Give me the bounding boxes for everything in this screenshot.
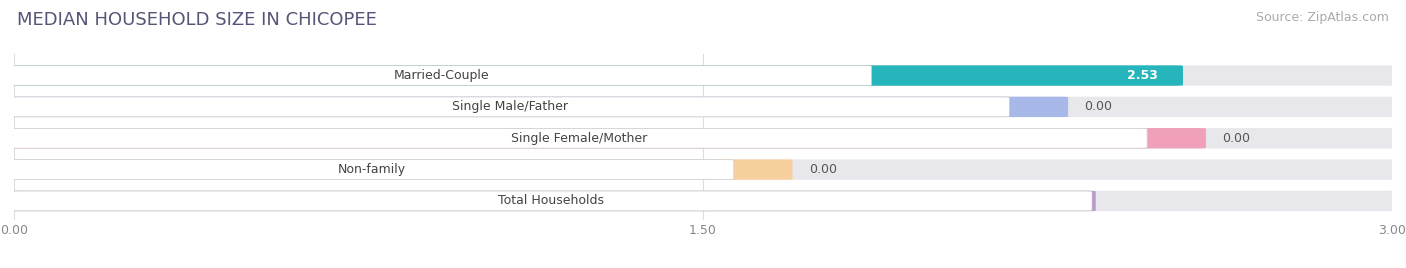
FancyBboxPatch shape <box>7 65 1399 86</box>
FancyBboxPatch shape <box>11 191 1092 211</box>
Text: Single Female/Mother: Single Female/Mother <box>510 132 647 145</box>
Text: 0.00: 0.00 <box>808 163 837 176</box>
FancyBboxPatch shape <box>7 191 1095 211</box>
FancyBboxPatch shape <box>11 66 872 85</box>
Text: MEDIAN HOUSEHOLD SIZE IN CHICOPEE: MEDIAN HOUSEHOLD SIZE IN CHICOPEE <box>17 11 377 29</box>
FancyBboxPatch shape <box>11 128 1147 148</box>
Text: Married-Couple: Married-Couple <box>394 69 489 82</box>
FancyBboxPatch shape <box>7 128 1399 148</box>
FancyBboxPatch shape <box>7 159 793 180</box>
Text: Source: ZipAtlas.com: Source: ZipAtlas.com <box>1256 11 1389 24</box>
Text: 0.00: 0.00 <box>1222 132 1250 145</box>
Text: Single Male/Father: Single Male/Father <box>453 100 568 113</box>
Text: 2.53: 2.53 <box>1126 69 1157 82</box>
FancyBboxPatch shape <box>7 97 1399 117</box>
FancyBboxPatch shape <box>7 97 1069 117</box>
FancyBboxPatch shape <box>11 160 734 180</box>
FancyBboxPatch shape <box>11 97 1010 117</box>
FancyBboxPatch shape <box>7 159 1399 180</box>
FancyBboxPatch shape <box>7 65 1182 86</box>
FancyBboxPatch shape <box>7 191 1399 211</box>
Text: 0.00: 0.00 <box>1084 100 1112 113</box>
Text: Total Households: Total Households <box>499 195 605 207</box>
FancyBboxPatch shape <box>7 128 1206 148</box>
Text: 2.34: 2.34 <box>1039 195 1070 207</box>
Text: Non-family: Non-family <box>339 163 406 176</box>
